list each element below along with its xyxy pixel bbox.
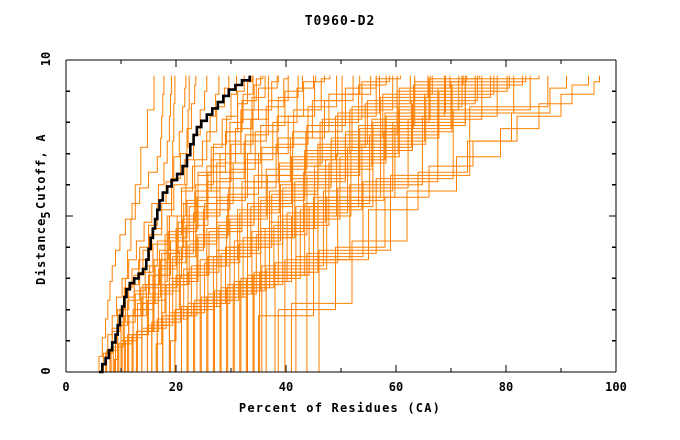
prediction-curve [159, 75, 190, 373]
reference-curve [99, 75, 251, 374]
y-tick-label: 10 [39, 51, 53, 67]
prediction-curve [144, 75, 354, 373]
prediction-curve [177, 75, 431, 373]
y-tick-label: 5 [39, 211, 53, 219]
x-axis-label: Percent of Residues (CA) [238, 401, 442, 415]
x-tick-label: 40 [278, 380, 294, 394]
prediction-curve [201, 75, 492, 373]
prediction-curve [199, 75, 510, 373]
prediction-curve [123, 75, 303, 373]
prediction-curve [214, 75, 540, 373]
prediction-curve [113, 75, 269, 373]
x-tick-label: 100 [605, 380, 627, 394]
prediction-curve [159, 75, 416, 373]
prediction-curve [254, 75, 549, 373]
x-tick-label: 0 [62, 380, 70, 394]
prediction-curve [110, 75, 155, 373]
prediction-curve [95, 75, 165, 373]
prediction-curve [132, 75, 314, 373]
prediction-curve [147, 75, 176, 373]
prediction-curve [119, 75, 289, 373]
axes-layer [65, 59, 617, 373]
prediction-curve [220, 75, 600, 373]
prediction-curve [192, 75, 460, 373]
chart-title: T0960-D2 [304, 14, 376, 29]
prediction-curve [196, 75, 476, 373]
prediction-curve [181, 75, 446, 373]
prediction-curve [170, 75, 429, 373]
prediction-curve [210, 75, 523, 373]
prediction-curve [134, 75, 343, 373]
prediction-curve [163, 75, 433, 373]
prediction-curve [105, 75, 245, 373]
prediction-curve [155, 75, 398, 373]
x-tick-label: 60 [388, 380, 404, 394]
prediction-curve [172, 75, 467, 373]
prediction-curve [141, 75, 377, 373]
prediction-curve [188, 75, 445, 373]
series-layer [95, 75, 600, 374]
prediction-curve [228, 75, 498, 373]
prediction-curve [146, 75, 390, 373]
prediction-curve [231, 75, 589, 373]
y-tick-label: 0 [39, 367, 53, 375]
prediction-curve [126, 75, 317, 373]
prediction-curve [209, 75, 567, 373]
prediction-curve [99, 75, 173, 373]
prediction-curve [100, 75, 208, 373]
prediction-curve [168, 75, 451, 373]
x-tick-label: 20 [168, 380, 184, 394]
prediction-curve [174, 75, 446, 373]
prediction-curve [205, 75, 508, 373]
prediction-curve [150, 75, 380, 373]
prediction-curve [236, 75, 515, 373]
prediction-curve [221, 75, 483, 373]
prediction-curve [137, 75, 361, 373]
x-tick-label: 80 [498, 380, 514, 394]
prediction-curve [209, 75, 466, 373]
prediction-curve [190, 75, 478, 373]
prediction-curve [245, 75, 531, 373]
prediction-curve [101, 75, 187, 373]
